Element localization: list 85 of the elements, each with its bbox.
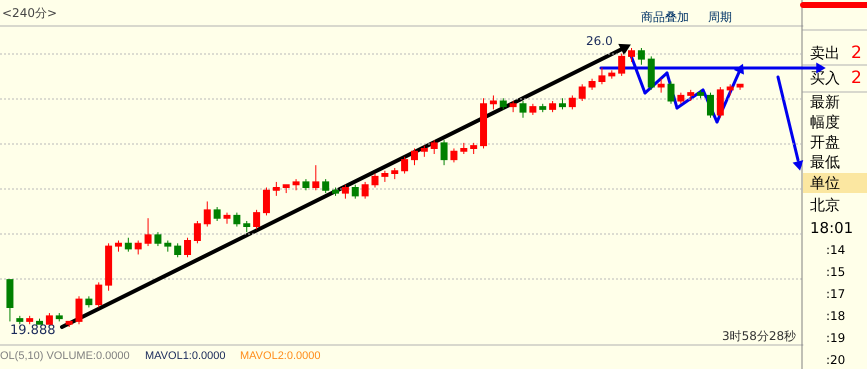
candlestick (352, 184, 359, 200)
candlestick (114, 240, 122, 252)
text: 周期 (708, 10, 732, 24)
text: <240分> (2, 6, 58, 20)
candlestick (638, 48, 645, 66)
candlestick (253, 209, 260, 230)
candlestick (381, 170, 388, 182)
candlestick (262, 187, 270, 216)
text: 18:01 (810, 219, 854, 237)
candlestick (372, 173, 378, 188)
text: :17 (826, 287, 846, 301)
candlestick (174, 242, 182, 258)
candlestick (302, 178, 310, 191)
candlestick (440, 140, 448, 166)
candlestick (628, 48, 636, 62)
candlestick (322, 178, 330, 194)
annotation: 19.888 (10, 323, 56, 338)
annotation: 26.0 (586, 34, 613, 48)
candlestick (687, 89, 694, 102)
candlestick (510, 100, 517, 113)
candlestick (558, 98, 566, 110)
candlestick (500, 98, 507, 110)
candlestick (529, 103, 536, 116)
candlestick (588, 78, 596, 90)
candlestick (450, 148, 458, 163)
text: 卖出 (810, 44, 840, 62)
text: 2 (851, 68, 862, 88)
candlestick (430, 140, 438, 155)
text: :15 (826, 265, 846, 279)
candlestick (233, 212, 240, 228)
candlestick (134, 240, 142, 255)
candlestick (677, 92, 684, 104)
candlestick (668, 80, 674, 104)
candlestick (342, 184, 349, 200)
candlestick (154, 232, 162, 247)
text: MAVOL1:0.0000 (145, 350, 226, 362)
candlestick (618, 53, 626, 76)
candlestick (312, 164, 320, 191)
candlestick (420, 145, 428, 158)
text: MAVOL2:0.0000 (240, 350, 321, 362)
candlestick (520, 100, 526, 118)
text: 最新 (810, 93, 840, 111)
text: OL(5,10) VOLUME:0.0000 (0, 350, 130, 362)
candlestick (272, 181, 280, 196)
text: 幅度 (810, 113, 840, 131)
candlestick (124, 237, 132, 252)
text: 开盘 (810, 133, 840, 151)
candlestick (549, 100, 556, 113)
text: :20 (826, 353, 846, 367)
candlestick (470, 142, 478, 155)
candlestick (460, 142, 468, 155)
text: 买入 (810, 69, 840, 87)
candlestick (391, 167, 398, 180)
candlestick (362, 181, 369, 200)
text: 单位 (810, 174, 840, 192)
candlestick (76, 296, 82, 325)
candlestick (194, 220, 201, 244)
candlestick (164, 240, 172, 252)
candlestick (658, 78, 665, 94)
text: :14 (826, 243, 846, 257)
text: :18 (826, 309, 846, 323)
candlestick (490, 94, 497, 110)
candlestick (706, 92, 714, 118)
candlestick (214, 206, 221, 222)
candlestick (184, 237, 192, 258)
candlestick (85, 296, 92, 308)
candlestick (46, 312, 53, 325)
candlestick (224, 212, 230, 224)
text: 商品叠加 (641, 10, 689, 24)
candlestick (726, 84, 734, 96)
candlestick (598, 67, 606, 85)
candlestick (204, 200, 211, 228)
text: 3时58分28秒 (722, 329, 796, 343)
candlestick (410, 148, 418, 166)
text: 北京 (810, 196, 840, 214)
text: 最低 (810, 153, 840, 171)
candlestick (292, 178, 300, 191)
text: :19 (826, 331, 846, 345)
candlestick (401, 156, 408, 174)
candlestick (95, 282, 102, 308)
candlestick (243, 220, 250, 233)
candlestick (144, 218, 152, 247)
candlestick (568, 94, 576, 110)
candlestick (578, 84, 586, 102)
text: 2 (851, 43, 862, 63)
